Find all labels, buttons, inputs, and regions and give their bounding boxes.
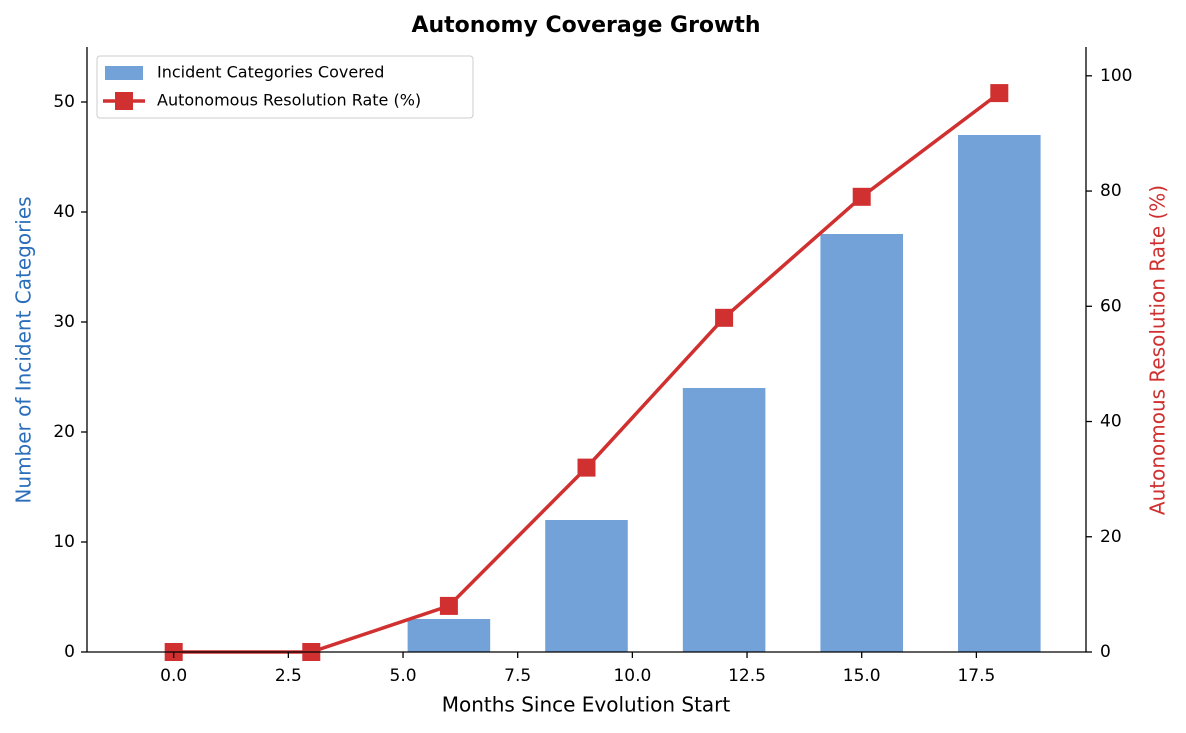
legend: Incident Categories Covered Autonomous Re… [96,55,474,119]
y2-tick-label: 40 [1100,412,1122,432]
legend-label: Autonomous Resolution Rate (%) [157,91,421,110]
x-tick-label: 7.5 [504,666,531,686]
marker [852,187,871,206]
y2-axis-label: Autonomous Resolution Rate (%) [1146,185,1170,515]
x-tick-label: 15.0 [843,666,881,686]
x-tick-label: 17.5 [957,666,995,686]
y2-tick-label: 60 [1100,296,1122,316]
legend-swatch [105,66,143,80]
y-tick-label: 50 [53,92,75,112]
y-tick-label: 30 [53,312,75,332]
marker [439,596,458,615]
marker [990,84,1009,103]
y-tick-label: 10 [53,532,75,552]
x-tick-label: 10.0 [613,666,651,686]
bar [682,388,766,652]
y-tick-label: 20 [53,422,75,442]
x-tick-label: 2.5 [275,666,302,686]
y2-tick-label: 100 [1100,66,1132,86]
legend-box [96,55,474,119]
x-tick-label: 5.0 [390,666,417,686]
x-tick-label: 0.0 [160,666,187,686]
x-axis-label: Months Since Evolution Start [442,693,731,717]
y-tick-label: 0 [64,642,75,662]
bar [407,619,491,652]
bar [820,234,903,652]
y2-tick-label: 20 [1100,527,1122,547]
legend-marker [115,92,133,110]
bar [958,135,1041,652]
y2-tick-label: 80 [1100,181,1122,201]
marker [577,458,596,477]
bar [545,520,628,652]
marker [715,308,734,327]
y-tick-label: 40 [53,202,75,222]
x-tick-label: 12.5 [728,666,766,686]
chart-title: Autonomy Coverage Growth [411,13,760,38]
legend-label: Incident Categories Covered [157,63,384,82]
y-axis-label: Number of Incident Categories [12,196,36,503]
y2-tick-label: 0 [1100,642,1111,662]
